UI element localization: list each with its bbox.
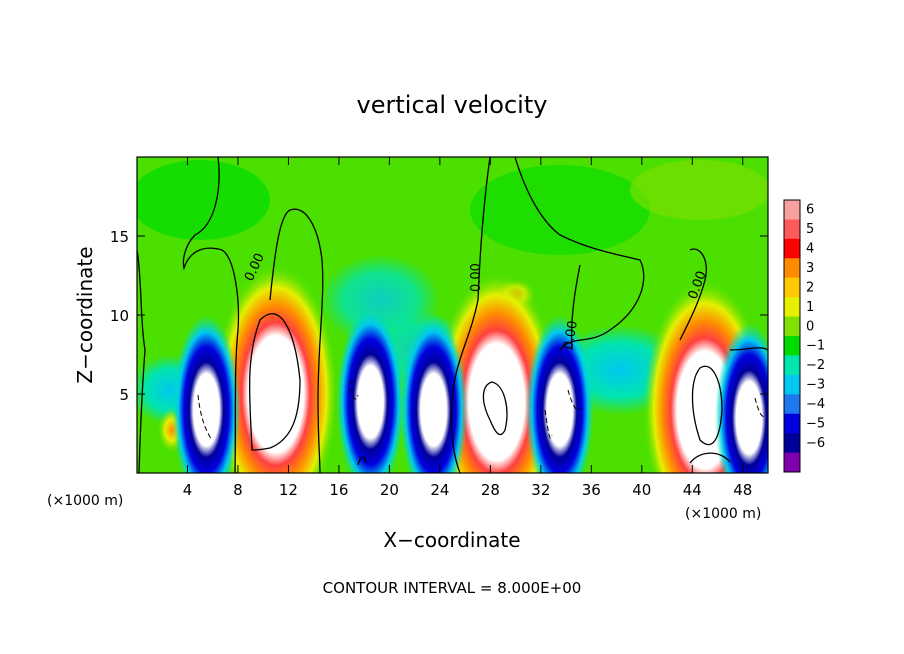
- colorbar-swatch: [784, 336, 800, 356]
- colorbar-swatch: [784, 413, 800, 434]
- contour-label: 0.00: [561, 320, 581, 351]
- plot-field: [137, 157, 768, 473]
- contour-interval-footer: CONTOUR INTERVAL = 8.000E+00: [323, 579, 582, 597]
- x-tick-label: 20: [380, 481, 399, 499]
- colorbar-swatch: [784, 238, 800, 259]
- colorbar-swatch: [784, 394, 800, 415]
- x-tick-label: 40: [632, 481, 651, 499]
- x-tick-label: 44: [683, 481, 702, 499]
- colorbar-label: 0: [806, 319, 814, 334]
- y-tick-label: 10: [110, 307, 129, 325]
- colorbar-label: 4: [806, 242, 814, 257]
- x-tick-label: 32: [531, 481, 550, 499]
- downdraft-cell: [715, 322, 768, 473]
- colorbar-swatch: [784, 452, 800, 473]
- x-tick-label: 36: [582, 481, 601, 499]
- downdraft-cell: [399, 314, 468, 473]
- x-tick-label: 12: [279, 481, 298, 499]
- downdraft-cell: [172, 314, 241, 473]
- x-tick-label: 4: [183, 481, 193, 499]
- x-tick-label: 48: [733, 481, 752, 499]
- colorbar-label: 6: [806, 203, 814, 218]
- colorbar-swatch: [784, 277, 800, 298]
- colorbar-label: −6: [806, 436, 825, 451]
- y-axis-label: Z−coordinate: [73, 246, 97, 383]
- colorbar-swatch: [784, 433, 800, 454]
- y-tick-label: 5: [119, 386, 129, 404]
- negative-contours: [197, 379, 766, 441]
- x-tick-label: 16: [329, 481, 348, 499]
- zero-contours: [137, 157, 768, 473]
- updraft-cell: [213, 264, 338, 473]
- colorbar-frame: [783, 199, 801, 473]
- colorbar-swatch: [784, 316, 800, 337]
- colorbar-swatch: [784, 297, 800, 318]
- colorbar-swatch: [784, 200, 800, 220]
- contour-label: 0.00: [469, 263, 484, 292]
- x-tick-label: 28: [481, 481, 500, 499]
- y-axis: 5 10 15: [110, 228, 768, 404]
- colorbar-swatch: [784, 374, 800, 395]
- colorbar-swatch: [784, 258, 800, 279]
- chart-title: vertical velocity: [357, 91, 548, 119]
- colorbar-label: −1: [806, 339, 825, 354]
- colorbar-swatch: [784, 219, 800, 240]
- colorbar-label: −5: [806, 416, 825, 431]
- x-unit-right: (×1000 m): [685, 506, 761, 522]
- x-tick-label: 8: [233, 481, 243, 499]
- x-axis-label: X−coordinate: [383, 528, 520, 552]
- x-unit-left: (×1000 m): [47, 493, 123, 509]
- colorbar-label: 5: [806, 222, 814, 237]
- y-tick-label: 15: [110, 228, 129, 246]
- colorbar-swatch: [784, 355, 800, 376]
- colorbar-label: 1: [806, 300, 814, 315]
- colorbar-label: 2: [806, 280, 814, 295]
- downdraft-cell: [336, 306, 405, 473]
- colorbar-label: 3: [806, 261, 814, 276]
- x-tick-label: 24: [430, 481, 449, 499]
- colorbar-label: −4: [806, 397, 825, 412]
- colorbar: 6 5 4 3 2 1 0 −1 −2 −3 −4 −5 −6: [783, 199, 825, 473]
- colorbar-label: −3: [806, 378, 825, 393]
- colorbar-label: −2: [806, 358, 825, 373]
- downdraft-cell: [525, 314, 594, 473]
- x-axis: 4 8 12 16 20 24 28 32 36 40 44 48: [183, 157, 752, 499]
